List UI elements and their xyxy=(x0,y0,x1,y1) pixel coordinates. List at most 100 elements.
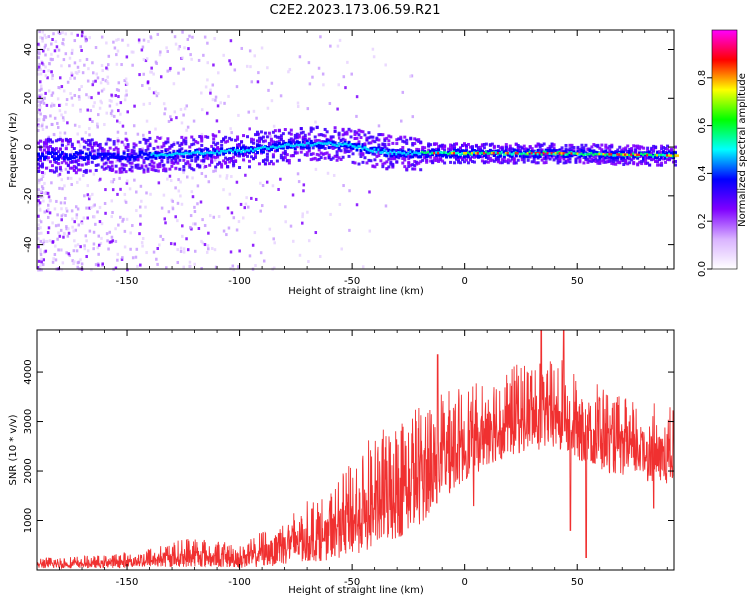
spectrogram-cell xyxy=(72,164,76,168)
spectrogram-cell xyxy=(435,153,439,157)
spectrogram-cell xyxy=(510,153,514,156)
spectrogram-cell xyxy=(88,195,92,199)
spectrogram-cell xyxy=(106,81,110,85)
spectrogram-cell xyxy=(146,145,150,149)
spectrogram-cell xyxy=(226,157,230,161)
spectrogram-cell xyxy=(62,159,66,163)
spectrogram-cell xyxy=(538,148,542,152)
spectrogram-cell xyxy=(37,203,41,207)
spectrogram-cell xyxy=(202,162,205,166)
spectrogram-cell xyxy=(39,112,42,116)
spectrogram-cell xyxy=(176,141,180,145)
spectrogram-cell xyxy=(199,200,203,204)
spectrogram-cell xyxy=(544,155,548,159)
spectrogram-cell xyxy=(121,256,124,260)
spectrogram-cell xyxy=(308,82,312,86)
spectrogram-cell xyxy=(534,161,538,165)
spectrogram-cell xyxy=(301,140,305,144)
spectrogram-cell xyxy=(279,145,283,148)
spectrogram-cell xyxy=(400,119,403,123)
spectrogram-cell xyxy=(97,234,100,238)
spectrogram-cell xyxy=(368,229,372,233)
spectrogram-cell xyxy=(204,135,208,139)
spectrogram-cell xyxy=(148,136,152,140)
spectrogram-cell xyxy=(200,108,204,112)
spectrogram-cell xyxy=(156,163,160,167)
spectrogram-cell xyxy=(166,49,169,53)
spectrogram-cell xyxy=(257,136,261,140)
spectrogram-cell xyxy=(349,135,353,139)
spectrogram-cell xyxy=(674,145,677,149)
spectrogram-cell xyxy=(401,161,405,165)
spectrogram-cell xyxy=(148,155,152,159)
spectrogram-cell xyxy=(548,148,552,152)
spectrogram-cell xyxy=(462,149,466,153)
spectrogram-cell xyxy=(210,144,214,148)
spectrogram-cell xyxy=(160,153,164,156)
spectrogram-cell xyxy=(582,153,586,157)
spectrogram-cell xyxy=(132,50,135,54)
spectrogram-cell xyxy=(399,151,403,154)
spectrogram-cell xyxy=(86,159,90,163)
spectrogram-cell xyxy=(662,146,666,150)
spectrogram-cell xyxy=(155,257,158,261)
spectrogram-cell xyxy=(125,81,128,85)
spectrogram-cell xyxy=(604,143,608,147)
spectrogram-cell xyxy=(466,153,470,157)
spectrogram-cell xyxy=(496,149,500,153)
spectrogram-cell xyxy=(108,138,112,142)
spectrogram-cell xyxy=(57,31,61,35)
spectrogram-cell xyxy=(377,133,381,137)
spectrogram-cell xyxy=(200,152,204,155)
spectrogram-cell xyxy=(337,142,341,146)
spectrogram-cell xyxy=(500,145,504,149)
spectrogram-cell xyxy=(351,146,355,150)
spectrogram-cell xyxy=(182,170,185,174)
spectrogram-cell xyxy=(40,171,44,175)
x-tick-label: 50 xyxy=(571,276,584,287)
spectrogram-cell xyxy=(124,146,128,150)
spectrogram-cell xyxy=(56,150,60,154)
spectrogram-cell xyxy=(152,250,156,254)
spectrogram-cell xyxy=(126,154,130,158)
spectrogram-cell xyxy=(586,160,590,164)
spectrogram-cell xyxy=(190,227,193,231)
spectrogram-cell xyxy=(367,158,371,162)
spectrogram-cell xyxy=(296,172,300,176)
spectrogram-cell xyxy=(602,157,606,161)
spectrogram-cell xyxy=(612,160,616,164)
spectrogram-cell xyxy=(421,150,425,154)
spectrogram-cell xyxy=(451,144,455,148)
spectrogram-cell xyxy=(115,160,118,164)
spectrogram-cell xyxy=(163,217,167,221)
spectrogram-cell xyxy=(211,98,215,102)
spectrogram-cell xyxy=(411,150,415,154)
spectrogram-cell xyxy=(200,139,204,143)
spectrogram-cell xyxy=(38,178,41,182)
spectrogram-cell xyxy=(105,41,108,45)
spectrogram-cell xyxy=(381,133,385,137)
spectrogram-cell xyxy=(263,139,267,143)
spectrogram-cell xyxy=(650,153,654,157)
spectrogram-cell xyxy=(305,139,309,143)
spectrogram-cell xyxy=(182,155,186,159)
spectrogram-cell xyxy=(307,239,311,243)
spectrogram-cell xyxy=(550,149,554,153)
spectrogram-cell xyxy=(156,135,159,139)
spectrogram-cell xyxy=(660,163,664,167)
spectrogram-cell xyxy=(218,153,222,157)
spectrogram-cell xyxy=(193,262,196,266)
spectrogram-cell xyxy=(214,165,218,169)
spectrogram-cell xyxy=(172,156,176,160)
spectrogram-cell xyxy=(628,148,632,152)
spectrogram-cell xyxy=(284,220,287,224)
spectrogram-cell xyxy=(169,115,172,119)
spectrogram-cell xyxy=(106,165,110,169)
spectrogram-cell xyxy=(37,192,40,196)
spectrogram-cell xyxy=(474,144,478,148)
spectrogram-cell xyxy=(92,155,96,159)
spectrogram-cell xyxy=(166,177,169,181)
spectrogram-cell xyxy=(596,151,600,155)
spectrogram-cell xyxy=(562,157,566,161)
spectrogram-cell xyxy=(94,46,98,50)
